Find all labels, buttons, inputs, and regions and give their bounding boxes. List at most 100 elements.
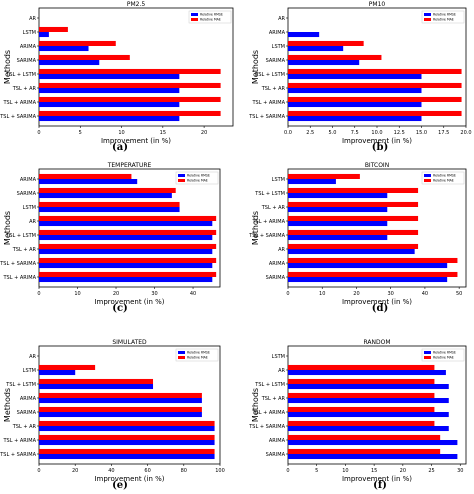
x-tick-label: 50	[456, 291, 462, 297]
y-tick-label: TSL + ARIMA	[252, 410, 286, 416]
legend-swatch	[424, 174, 431, 177]
legend-box	[188, 10, 232, 24]
plot-frame	[38, 345, 221, 465]
x-tick-label: 12.5	[394, 130, 405, 136]
panel-label: (b)	[372, 142, 388, 153]
y-tick-label: TSL + SARIMA	[0, 452, 37, 458]
x-tick-label: 0	[37, 468, 40, 474]
bar-rmse	[39, 426, 215, 432]
chart-title: TEMPERATURE	[107, 162, 152, 169]
chart-panel-1: PM2.5 AR LSTM ARIMA SARIMA TSL + LSTM TSL + AR…	[0, 1, 234, 153]
legend-swatch	[178, 351, 185, 354]
bar-mae	[39, 173, 132, 179]
chart-title: RANDOM	[363, 339, 390, 346]
bar-rmse	[39, 263, 213, 269]
panel-label: (a)	[112, 142, 128, 153]
chart-title: PM10	[369, 1, 386, 8]
bar-rmse	[39, 370, 76, 376]
x-tick-label: 20	[72, 468, 78, 474]
bar-mae	[39, 215, 217, 221]
legend-swatch	[178, 179, 185, 182]
x-tick-label: 15	[371, 468, 377, 474]
y-tick-label: TSL + SARIMA	[248, 233, 285, 239]
legend-label: Relative MAE	[433, 356, 454, 360]
y-tick-label: LSTM	[23, 205, 36, 211]
legend-label: Relative RMSE	[433, 13, 456, 17]
legend-label: Relative MAE	[200, 18, 221, 22]
y-tick-label: TSL + ARIMA	[3, 438, 37, 444]
bar-rmse	[288, 88, 422, 94]
bar-rmse	[288, 116, 422, 122]
x-tick-label: 0	[286, 468, 289, 474]
bar-rmse	[39, 384, 154, 390]
bar-rmse	[288, 32, 320, 38]
y-tick-label: SARIMA	[266, 58, 286, 64]
bar-mae	[39, 257, 217, 263]
chart-panel-5: SIMULATED AR LSTM TSL + LSTM ARIMA SARIMA TSL …	[0, 339, 225, 491]
y-axis-label: Methods	[251, 388, 260, 422]
chart-panel-2: PM10 AR ARIMA LSTM SARIMA TSL + LSTM TSL + AR T…	[248, 1, 471, 153]
x-tick-label: 20	[353, 291, 359, 297]
bar-rmse	[288, 398, 449, 404]
plot-frame	[38, 168, 221, 288]
y-tick-label: ARIMA	[269, 438, 286, 444]
y-tick-label: TSL + SARIMA	[0, 114, 37, 120]
bar-rmse	[288, 249, 415, 255]
x-tick-label: 10	[342, 468, 348, 474]
x-tick-label: 20.0	[460, 130, 471, 136]
y-tick-label: ARIMA	[20, 177, 37, 183]
bar-mae	[288, 392, 435, 398]
bar-rmse	[39, 249, 213, 255]
plot-frame	[287, 7, 467, 127]
legend-label: Relative MAE	[187, 179, 208, 183]
bar-mae	[39, 448, 215, 454]
x-tick-label: 5.0	[329, 130, 337, 136]
y-tick-label: TSL + AR	[261, 205, 286, 211]
chart-panel-4: BITCOIN LSTM TSL + LSTM TSL + AR TSL + ARIMA…	[248, 162, 467, 314]
legend-swatch	[424, 356, 431, 359]
bar-mae	[39, 96, 221, 102]
legend-label: Relative RMSE	[187, 174, 210, 178]
x-tick-label: 25	[428, 468, 434, 474]
bar-mae	[288, 229, 419, 235]
bar-mae	[288, 378, 435, 384]
bar-rmse	[39, 412, 202, 418]
x-axis-label: Improvement (in %)	[94, 475, 164, 483]
x-tick-label: 0.0	[284, 130, 292, 136]
x-tick-label: 10	[319, 291, 325, 297]
y-tick-label: ARIMA	[269, 261, 286, 267]
y-tick-label: TSL + LSTM	[254, 72, 285, 78]
bar-mae	[39, 40, 116, 46]
bar-rmse	[39, 179, 138, 185]
x-tick-label: 7.5	[351, 130, 359, 136]
bar-mae	[288, 54, 382, 60]
chart-panel-3: TEMPERATURE ARIMA SARIMA LSTM AR TSL + LSTM TS…	[0, 162, 221, 314]
bar-rmse	[288, 454, 458, 460]
y-tick-label: AR	[29, 16, 36, 22]
bar-mae	[39, 201, 180, 207]
x-axis-label: Improvement (in %)	[342, 137, 412, 145]
x-tick-label: 0	[37, 291, 40, 297]
bar-mae	[288, 187, 419, 193]
bar-rmse	[288, 46, 344, 52]
bar-mae	[39, 378, 154, 384]
bar-rmse	[39, 207, 180, 213]
x-axis-label: Improvement (in %)	[94, 298, 164, 306]
y-tick-label: TSL + AR	[12, 86, 37, 92]
y-tick-label: ARIMA	[20, 44, 37, 50]
x-tick-label: 2.5	[306, 130, 314, 136]
bar-mae	[288, 420, 435, 426]
bar-mae	[39, 229, 217, 235]
bar-rmse	[39, 46, 89, 52]
legend-swatch	[178, 356, 185, 359]
x-tick-label: 60	[144, 468, 150, 474]
x-tick-label: 20	[201, 130, 207, 136]
bar-rmse	[39, 235, 213, 241]
y-tick-label: TSL + ARIMA	[3, 100, 37, 106]
y-axis-label: Methods	[251, 50, 260, 84]
bar-mae	[39, 187, 176, 193]
y-tick-label: LSTM	[272, 177, 285, 183]
bar-rmse	[39, 454, 215, 460]
bar-rmse	[288, 179, 336, 185]
bar-rmse	[288, 235, 388, 241]
